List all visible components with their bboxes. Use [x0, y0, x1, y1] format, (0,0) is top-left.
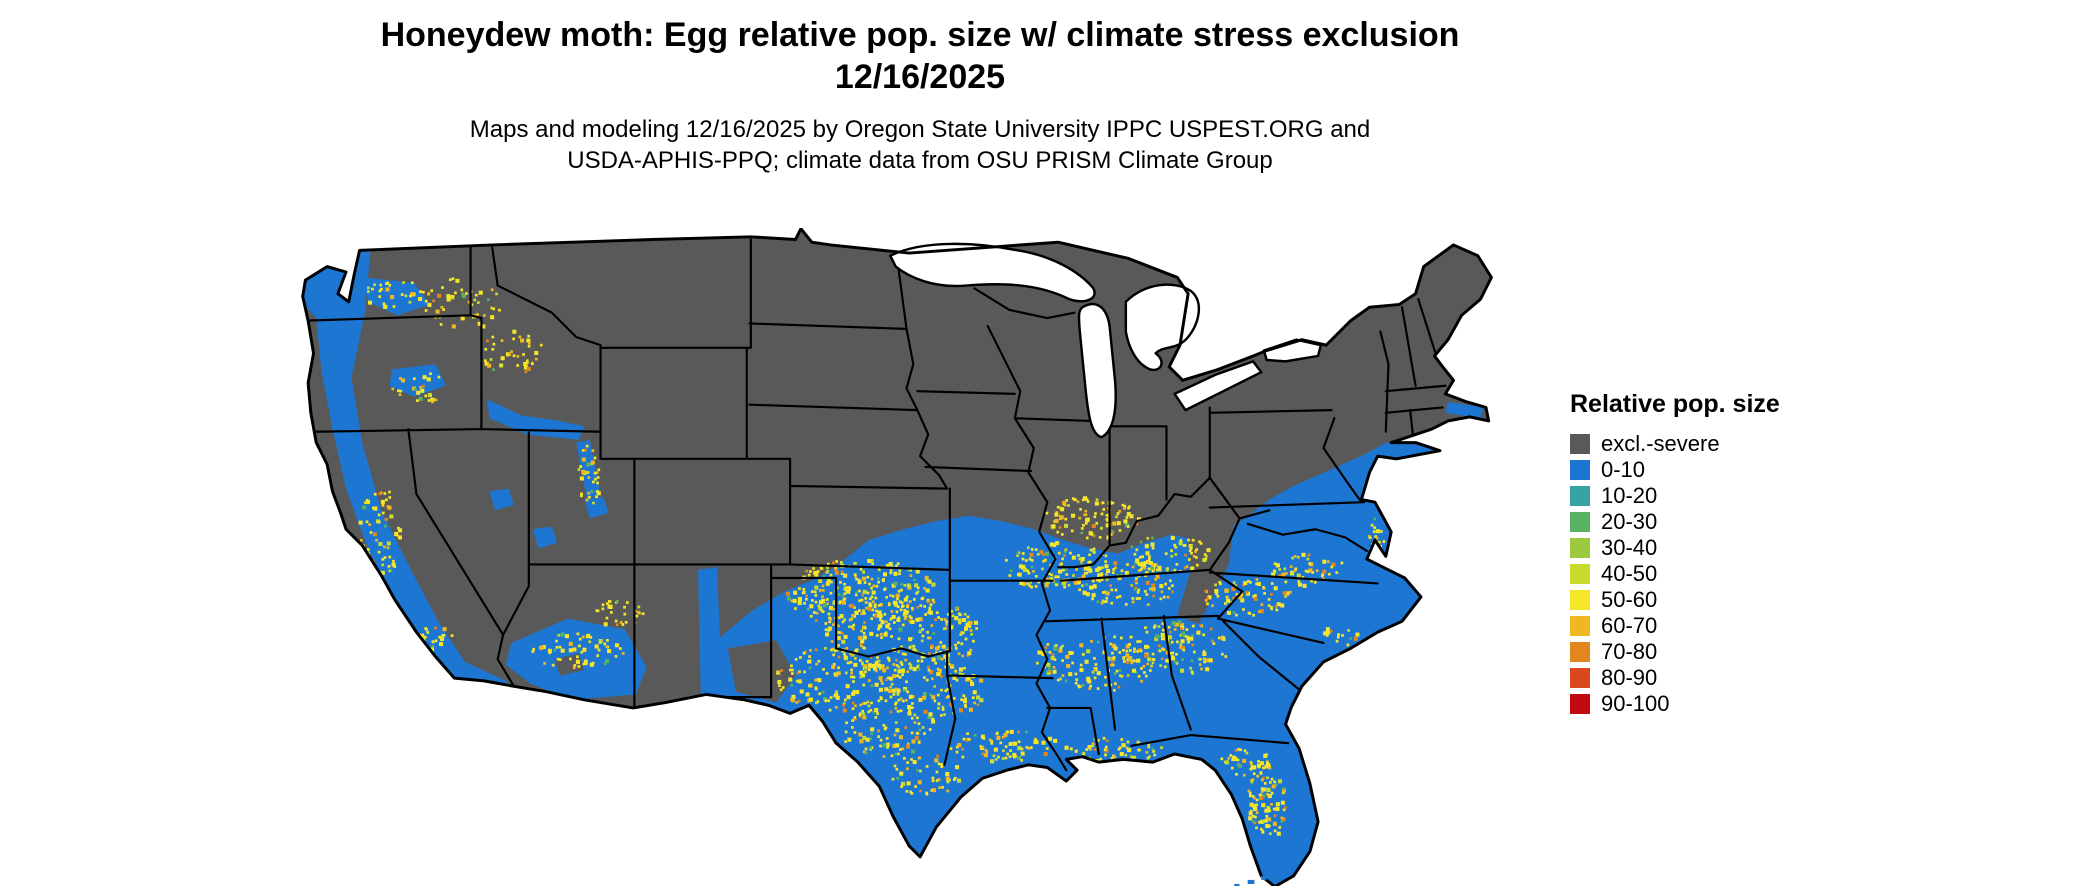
legend-item: 50-60 — [1570, 587, 1870, 613]
legend-label: 40-50 — [1601, 561, 1658, 586]
state-borders — [302, 238, 1447, 772]
map-subtitle-line2: USDA-APHIS-PPQ; climate data from OSU PR… — [567, 147, 1273, 174]
legend-swatch — [1570, 564, 1590, 584]
legend-swatch — [1570, 694, 1590, 714]
legend-label: 70-80 — [1601, 639, 1658, 664]
legend-label: 90-100 — [1601, 691, 1670, 716]
map-subtitle-line1: Maps and modeling 12/16/2025 by Oregon S… — [469, 116, 1371, 143]
legend-title: Relative pop. size — [1570, 390, 1780, 418]
map-title-line1: Honeydew moth: Egg relative pop. size w/… — [380, 16, 1460, 54]
legend-items: excl.-severe 0-10 10-20 20-30 30-40 40-50 50-6… — [1570, 431, 1870, 717]
legend-label: 80-90 — [1601, 665, 1658, 690]
legend-item: 80-90 — [1570, 665, 1870, 691]
lake-michigan — [1077, 302, 1117, 439]
legend-item: excl.-severe — [1570, 431, 1870, 457]
legend-item: 60-70 — [1570, 613, 1870, 639]
legend-item: 20-30 — [1570, 509, 1870, 535]
us-outline — [301, 228, 1493, 886]
legend-label: 20-30 — [1601, 509, 1658, 534]
great-lakes — [889, 242, 1323, 439]
legend-swatch — [1570, 512, 1590, 532]
legend-label: 50-60 — [1601, 587, 1658, 612]
map-interior — [302, 228, 1492, 886]
header: Honeydew moth: Egg relative pop. size w/… — [0, 14, 1840, 176]
legend-label: excl.-severe — [1601, 431, 1720, 456]
us-map — [300, 228, 1532, 886]
legend-swatch — [1570, 434, 1590, 454]
legend-swatch — [1570, 668, 1590, 688]
map-subtitle: Maps and modeling 12/16/2025 by Oregon S… — [0, 114, 1840, 176]
lake-ontario — [1262, 338, 1323, 363]
legend-item: 10-20 — [1570, 483, 1870, 509]
legend-swatch — [1570, 590, 1590, 610]
florida-keys — [1234, 875, 1267, 886]
legend-swatch — [1570, 486, 1590, 506]
legend-item: 70-80 — [1570, 639, 1870, 665]
us-map-svg — [301, 228, 1493, 886]
legend-item: 30-40 — [1570, 535, 1870, 561]
legend-label: 0-10 — [1601, 457, 1646, 482]
legend-item: 40-50 — [1570, 561, 1870, 587]
legend-item: 0-10 — [1570, 457, 1870, 483]
legend-label: 30-40 — [1601, 535, 1658, 560]
legend-swatch — [1570, 642, 1590, 662]
legend-swatch — [1570, 460, 1590, 480]
legend-label: 10-20 — [1601, 483, 1658, 508]
legend-item: 90-100 — [1570, 691, 1870, 717]
legend-swatch — [1570, 616, 1590, 636]
lake-erie — [1173, 360, 1263, 412]
map-title-line2: 12/16/2025 — [834, 58, 1006, 96]
legend: Relative pop. size excl.-severe 0-10 10-20… — [1570, 390, 1870, 717]
lake-superior — [889, 242, 1096, 303]
legend-label: 60-70 — [1601, 613, 1658, 638]
legend-swatch — [1570, 538, 1590, 558]
